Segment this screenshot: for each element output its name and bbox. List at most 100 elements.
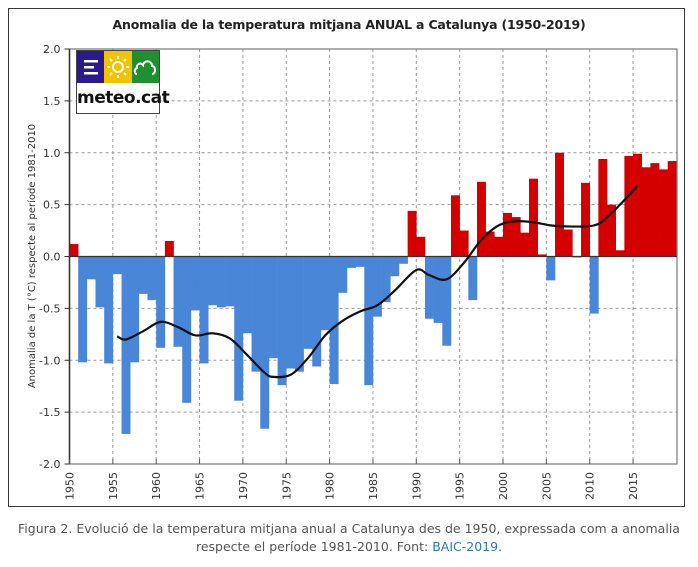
bar-1971	[251, 256, 261, 372]
bar-1983	[355, 256, 365, 267]
bar-1982	[346, 256, 356, 268]
bar-1998	[485, 231, 495, 257]
source-link[interactable]: BAIC-2019	[432, 539, 499, 554]
bar-2006	[555, 152, 564, 257]
x-tick-label: 1965	[194, 472, 207, 500]
bar-1956	[121, 256, 131, 434]
x-tick-label: 1970	[237, 472, 250, 500]
x-tick-label: 1960	[150, 472, 163, 500]
bar-1974	[277, 256, 287, 386]
bar-2015	[633, 153, 643, 257]
bar-1991	[424, 256, 434, 319]
bar-2007	[563, 229, 573, 257]
bar-1972	[260, 256, 270, 429]
smooth-curve	[116, 185, 639, 379]
bar-2014	[624, 155, 634, 257]
bar-1999	[494, 236, 504, 257]
y-axis-label: Anomalia de la T (°C) respecte al períod…	[26, 124, 38, 388]
bar-2004	[537, 254, 547, 257]
figure-caption: Figura 2. Evolució de la temperatura mit…	[0, 520, 698, 556]
bar-2013	[615, 250, 625, 257]
y-tick-label: -2.0	[39, 458, 60, 471]
bar-1963	[182, 256, 192, 403]
bar-1997	[476, 181, 486, 257]
x-tick-label: 2010	[584, 472, 597, 500]
bar-1987	[390, 256, 400, 277]
bar-1968	[225, 256, 235, 307]
sun-icon	[104, 51, 132, 83]
x-tick-label: 1975	[280, 472, 293, 500]
x-tick-label: 1980	[324, 472, 337, 500]
bar-1985	[372, 256, 382, 317]
bar-1965	[199, 256, 209, 364]
bar-1984	[364, 256, 374, 386]
bar-1990	[416, 236, 426, 257]
bar-1981	[338, 256, 348, 293]
bar-1970	[242, 256, 252, 334]
x-tick-label: 1955	[107, 472, 120, 500]
caption-end: .	[498, 539, 503, 554]
bar-1988	[398, 256, 408, 264]
bar-1964	[190, 256, 200, 311]
bar-1989	[407, 210, 417, 257]
y-tick-label: -1.5	[39, 406, 60, 419]
bar-2019	[667, 161, 677, 257]
y-tick-label: -1.0	[39, 354, 60, 367]
y-tick-labels: 2.0 1.5 1.0 0.5 0.0 -0.5 -1.0 -1.5 -2.0	[39, 43, 60, 471]
bar-2011	[598, 158, 608, 257]
meteocat-logo: meteo.cat	[76, 50, 170, 114]
x-tick-label: 2015	[627, 472, 640, 500]
y-tick-label: 0.5	[43, 199, 61, 212]
bar-1979	[320, 256, 330, 331]
y-tick-label: 1.0	[43, 147, 61, 160]
bar-1969	[234, 256, 244, 401]
bar-1978	[312, 256, 322, 367]
bar-1962	[173, 256, 183, 347]
bar-2002	[520, 232, 530, 257]
x-tick-label: 2000	[497, 472, 510, 500]
bar-1961	[164, 240, 174, 257]
bar-1996	[468, 256, 478, 301]
x-tick-label: 1985	[367, 472, 380, 500]
caption-text: Figura 2. Evolució de la temperatura mit…	[18, 521, 680, 554]
bar-1995	[459, 230, 469, 257]
bar-2000	[503, 212, 512, 257]
bar-1977	[303, 256, 313, 349]
bar-1957	[130, 256, 140, 363]
y-tick-label: 0.0	[43, 251, 61, 264]
menu-bars-icon	[77, 51, 105, 83]
bar-2001	[511, 217, 521, 257]
x-tick-label: 1990	[410, 472, 423, 500]
bar-1980	[329, 256, 339, 385]
bar-2012	[607, 204, 617, 257]
bar-1994	[450, 195, 460, 257]
bars	[69, 152, 677, 434]
bar-1955	[112, 256, 122, 275]
bar-1976	[294, 256, 304, 372]
bar-1973	[268, 256, 278, 359]
y-tick-label: -0.5	[39, 302, 60, 315]
bar-1993	[442, 256, 452, 346]
chart-title: Anomalia de la temperatura mitjana ANUAL…	[112, 17, 586, 32]
bar-2010	[589, 256, 599, 314]
bar-1959	[147, 256, 157, 301]
bar-1950	[69, 244, 79, 257]
bar-1953	[95, 256, 105, 308]
bar-1986	[381, 256, 391, 303]
bar-2009	[581, 182, 590, 257]
y-tick-label: 2.0	[43, 43, 61, 56]
x-tick-label: 1995	[454, 472, 467, 500]
bar-1958	[138, 256, 148, 294]
bar-1951	[78, 256, 88, 363]
axes	[64, 48, 678, 465]
bar-2018	[659, 169, 669, 257]
bar-1992	[433, 256, 443, 323]
logo-text: meteo.cat	[77, 88, 170, 108]
bar-1954	[104, 256, 114, 364]
bar-2017	[650, 163, 660, 257]
bar-2003	[529, 178, 538, 257]
bar-1960	[156, 256, 166, 348]
bar-1952	[86, 256, 96, 280]
cloud-icon	[131, 51, 159, 83]
